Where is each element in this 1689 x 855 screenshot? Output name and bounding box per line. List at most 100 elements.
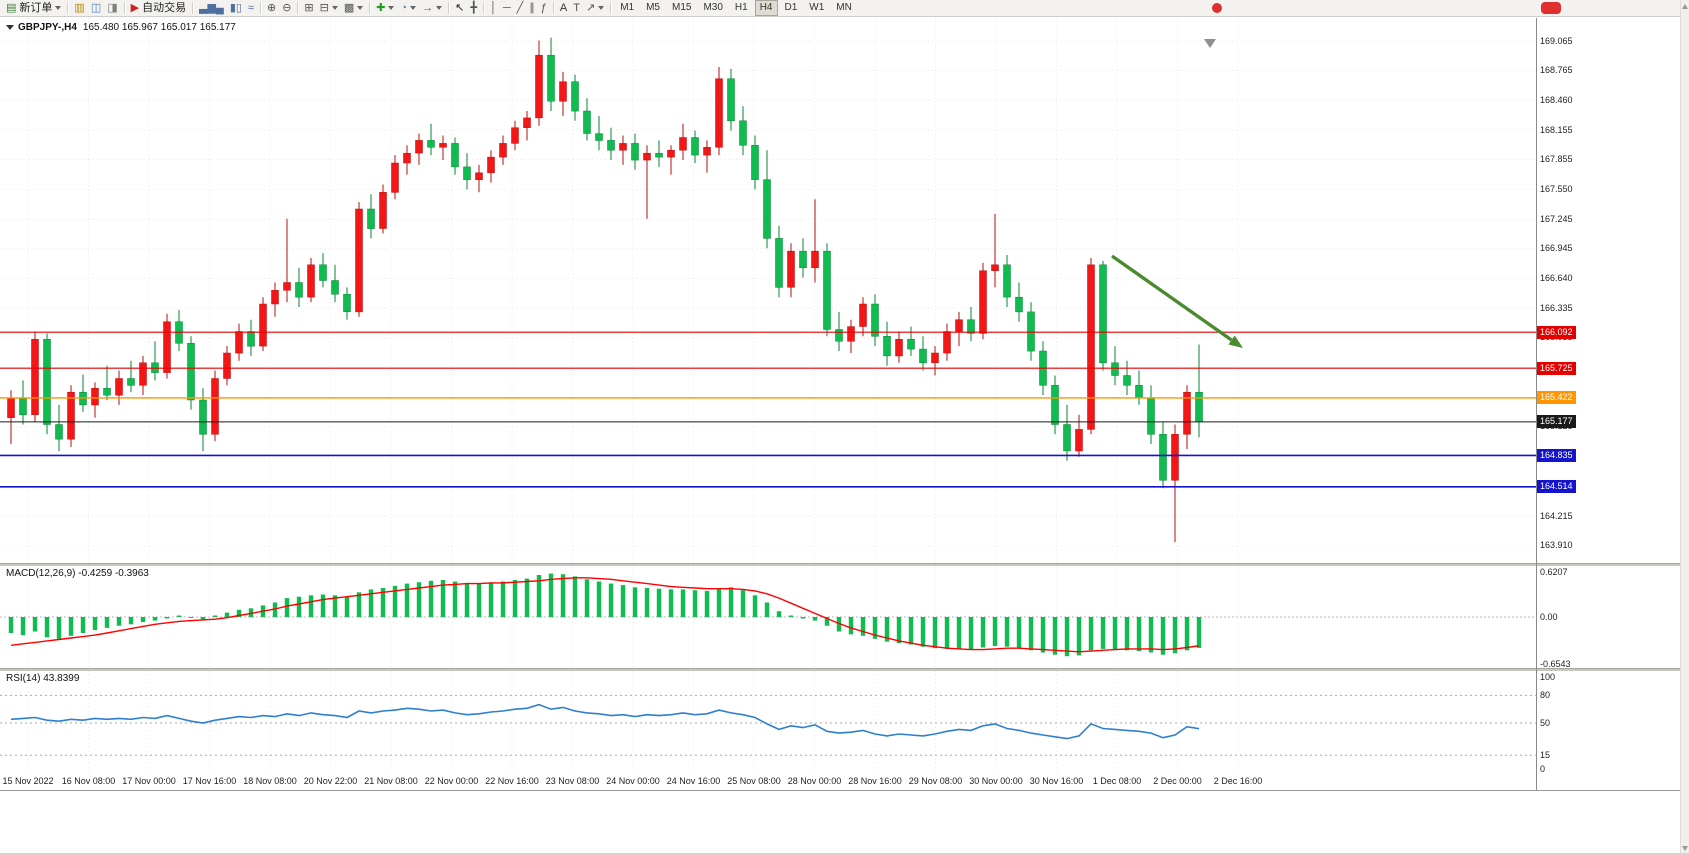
timeframe-h1[interactable]: H1 — [734, 2, 748, 13]
autotrade-button[interactable]: ▶ 自动交易 — [129, 1, 188, 16]
price-axis-label: 168.155 — [1540, 124, 1573, 135]
time-axis-label: 2 Dec 16:00 — [1213, 776, 1263, 786]
time-axis-label: 1 Dec 08:00 — [1092, 776, 1142, 786]
chevron-down-icon — [436, 6, 443, 10]
line-chart-icon: ≈ — [247, 1, 254, 14]
price-axis-label: 166.945 — [1540, 243, 1573, 254]
timeframe-m1[interactable]: M1 — [620, 2, 635, 13]
hlines-layer — [0, 331, 1536, 488]
timeframe-w1[interactable]: W1 — [809, 2, 825, 13]
autotrade-label: 自动交易 — [142, 1, 187, 14]
notification-badge[interactable] — [1541, 2, 1561, 14]
periods-clock-button[interactable]: ◔ — [398, 1, 418, 16]
vertical-line-icon: │ — [489, 1, 497, 14]
timeframe-mn[interactable]: MN — [836, 2, 852, 13]
price-axis-label: 164.215 — [1540, 510, 1573, 521]
chevron-down-icon — [388, 6, 395, 10]
time-axis-label: 15 Nov 2022 — [2, 776, 54, 786]
vertical-line-button[interactable]: │ — [488, 1, 499, 16]
timeframe-m30[interactable]: M30 — [703, 2, 723, 13]
timeframe-m15[interactable]: M15 — [672, 2, 692, 13]
price-tag-164.835: 164.835 — [1537, 448, 1576, 462]
timeframe-m5[interactable]: M5 — [646, 2, 660, 13]
new-order-label: 新订单 — [19, 1, 53, 14]
arrows-tool-button[interactable]: ↗ — [584, 1, 606, 16]
time-axis-label: 16 Nov 08:00 — [61, 776, 116, 786]
time-axis-label: 25 Nov 08:00 — [727, 776, 781, 786]
price-tag-165.725: 165.725 — [1537, 361, 1576, 375]
time-axis-label: 28 Nov 00:00 — [787, 776, 842, 786]
chart-window-button[interactable]: ▥ — [72, 1, 86, 16]
channel-icon: ∥ — [529, 1, 535, 14]
alerts-button[interactable]: ◨ — [105, 1, 119, 16]
crosshair-button[interactable]: ╋ — [468, 1, 479, 16]
toolbar-separator — [610, 2, 612, 14]
cursor-button[interactable]: ↖ — [453, 1, 466, 16]
rsi-panel[interactable] — [0, 671, 1536, 772]
zoom-in-icon: ⊕ — [266, 1, 277, 14]
horizontal-line-button[interactable]: ─ — [501, 1, 513, 16]
scroll-up-icon[interactable] — [1682, 4, 1688, 9]
chart-shift-button[interactable]: → — [420, 1, 444, 16]
macd-axis-label: 0.00 — [1540, 612, 1558, 622]
arrows-tool-icon: ↗ — [585, 1, 596, 14]
macd-panel[interactable] — [0, 566, 1536, 668]
macd-axis-label: 0.6207 — [1540, 566, 1568, 577]
window-edge — [0, 853, 1689, 855]
tile-windows-icon: ⊞ — [304, 1, 314, 14]
panel-splitter[interactable] — [0, 563, 1680, 566]
price-tag-166.092: 166.092 — [1537, 325, 1576, 339]
timeframe-d1[interactable]: D1 — [784, 2, 798, 13]
chevron-down-icon — [331, 6, 338, 10]
market-depth-button[interactable]: ◫ — [89, 1, 103, 16]
line-chart-button[interactable]: ≈ — [246, 1, 256, 16]
panel-splitter[interactable] — [0, 668, 1680, 671]
zoom-in-button[interactable]: ⊕ — [265, 1, 278, 16]
bar-chart-icon: ▃▆▄ — [199, 1, 224, 14]
text-button[interactable]: A — [558, 1, 569, 16]
toolbar-separator — [67, 2, 69, 14]
price-chart[interactable] — [0, 18, 1536, 563]
toolbar: ▤ 新订单 ▥ ◫ ◨ ▶ 自动交易 ▃▆▄ ▮▯ ≈ ⊕ ⊖ ⊞ ⊟ ▩ ✚ ◔ → ↖ ╋ │ ─ ╱ ∥ ƒ A T ↗ M1 M5… — [0, 0, 1689, 17]
price-axis-label: 166.335 — [1540, 302, 1573, 313]
price-chart-svg — [0, 18, 1536, 563]
tile-windows-button[interactable]: ⊞ — [302, 1, 315, 16]
trendline-button[interactable]: ╱ — [515, 1, 526, 16]
time-axis-label: 21 Nov 08:00 — [364, 776, 418, 786]
cascade-windows-button[interactable]: ⊟ — [318, 1, 340, 16]
symbol-dropdown-icon[interactable] — [6, 25, 14, 30]
chart-shift-marker — [1204, 39, 1216, 48]
price-tag-164.514: 164.514 — [1537, 480, 1576, 494]
indicators-button[interactable]: ✚ — [374, 1, 396, 16]
time-axis[interactable]: 15 Nov 2022 16 Nov 08:00 17 Nov 00:00 17 No… — [0, 772, 1536, 790]
rsi-axis-label: 15 — [1540, 750, 1551, 761]
bar-chart-button[interactable]: ▃▆▄ — [197, 1, 226, 16]
chart-window-icon: ▥ — [74, 1, 85, 14]
cursor-icon: ↖ — [455, 1, 465, 14]
zoom-out-button[interactable]: ⊖ — [280, 1, 293, 16]
channel-button[interactable]: ∥ — [527, 1, 537, 16]
macd-label: MACD(12,26,9) -0.4259 -0.3963 — [6, 568, 149, 579]
candlestick-chart-button[interactable]: ▮▯ — [228, 1, 244, 16]
timeframe-h4[interactable]: H4 — [754, 0, 778, 16]
indicators-icon: ✚ — [376, 1, 386, 14]
new-order-icon: ▤ — [6, 1, 17, 14]
fibonacci-button[interactable]: ƒ — [539, 1, 549, 16]
record-indicator-icon[interactable] — [1212, 3, 1222, 13]
ohlc-values: 165.480 165.967 165.017 165.177 — [82, 22, 236, 33]
vertical-scrollbar[interactable] — [1680, 0, 1689, 855]
time-axis-label: 24 Nov 00:00 — [606, 776, 660, 786]
scroll-down-icon[interactable] — [1682, 846, 1688, 851]
new-order-button[interactable]: ▤ 新订单 — [4, 1, 63, 16]
price-axis-label: 166.640 — [1540, 273, 1573, 284]
price-tag-165.177: 165.177 — [1537, 415, 1576, 429]
arrange-grid-button[interactable]: ▩ — [342, 1, 365, 16]
price-axis-border — [1536, 18, 1537, 790]
text-label-icon: T — [573, 1, 580, 14]
text-label-button[interactable]: T — [571, 1, 582, 16]
price-tag-165.422: 165.422 — [1537, 391, 1576, 405]
toolbar-separator — [297, 2, 299, 14]
rsi-label: RSI(14) 43.8399 — [6, 673, 80, 684]
chevron-down-icon — [357, 6, 364, 10]
